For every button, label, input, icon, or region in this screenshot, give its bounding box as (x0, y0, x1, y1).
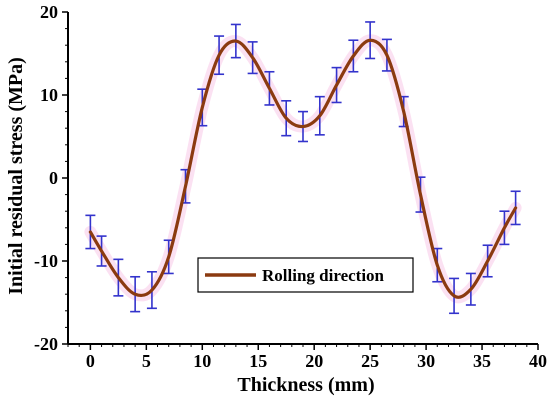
series-line-rolling-direction (88, 38, 518, 299)
x-axis-title: Thickness (mm) (237, 374, 374, 396)
y-tick-label: 10 (40, 85, 58, 105)
x-tick-label: 35 (473, 351, 491, 371)
y-axis-title: Initial residual stress (MPa) (5, 57, 27, 295)
x-tick-label: 5 (142, 351, 151, 371)
x-tick-label: 30 (417, 351, 435, 371)
series-line-layer (88, 38, 518, 299)
x-tick-label: 25 (361, 351, 379, 371)
y-tick-label: -10 (34, 251, 58, 271)
x-tick-label: 0 (86, 351, 95, 371)
y-tick-label: 20 (40, 2, 58, 22)
legend-label: Rolling direction (262, 266, 385, 285)
tick-labels: 0 5 10 15 20 25 30 35 40 -20 -10 0 10 20 (34, 2, 547, 371)
legend: Rolling direction (197, 257, 414, 293)
x-tick-label: 40 (529, 351, 547, 371)
x-tick-label: 15 (249, 351, 267, 371)
y-tick-label: -20 (34, 334, 58, 354)
x-tick-label: 10 (193, 351, 211, 371)
axes (62, 11, 539, 350)
y-tick-label: 0 (49, 168, 58, 188)
x-tick-label: 20 (305, 351, 323, 371)
